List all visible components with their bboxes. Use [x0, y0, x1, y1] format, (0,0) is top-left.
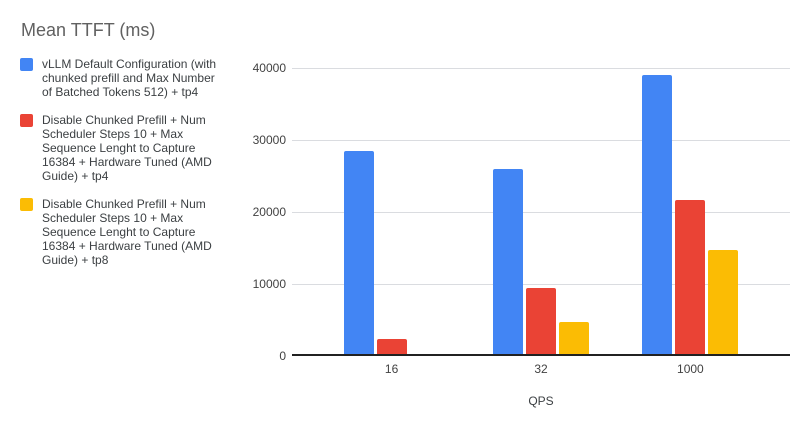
legend: vLLM Default Configuration (with chunked…	[20, 57, 235, 281]
bar-qps16-series2	[376, 339, 407, 356]
gridline	[292, 283, 790, 285]
bar-qps1000-series1	[642, 75, 673, 356]
y-tick-label: 0	[279, 349, 286, 363]
legend-label: Disable Chunked Prefill + Num Scheduler …	[42, 197, 212, 267]
bar-qps32-series3	[559, 322, 589, 356]
x-tick-label: 1000	[677, 362, 704, 376]
bar-qps16-series1	[343, 150, 374, 356]
bar-qps1000-series2	[675, 200, 706, 356]
y-tick-label: 20000	[252, 205, 286, 219]
legend-swatch-icon	[20, 58, 33, 71]
legend-swatch-icon	[20, 114, 33, 127]
bar-qps1000-series3	[708, 250, 739, 356]
chart-title: Mean TTFT (ms)	[21, 20, 156, 40]
y-axis-labels: 0 10000 20000 30000 40000	[230, 61, 286, 363]
legend-item-2: Disable Chunked Prefill + Num Scheduler …	[20, 113, 235, 183]
y-tick-label: 40000	[252, 61, 286, 75]
y-tick-label: 10000	[252, 277, 286, 291]
x-axis-title: QPS	[528, 394, 554, 408]
gridline	[292, 139, 790, 141]
y-tick-label: 30000	[252, 133, 286, 147]
legend-item-1: vLLM Default Configuration (with chunked…	[20, 57, 235, 99]
bar-qps32-series2	[526, 288, 556, 356]
legend-label: vLLM Default Configuration (with chunked…	[42, 57, 217, 99]
legend-swatch-icon	[20, 198, 33, 211]
x-tick-label: 32	[534, 362, 548, 376]
x-axis-baseline	[292, 354, 790, 356]
legend-item-3: Disable Chunked Prefill + Num Scheduler …	[20, 197, 235, 267]
x-tick-label: 16	[384, 362, 399, 376]
plot-area	[292, 67, 790, 356]
bar-qps32-series1	[493, 168, 523, 356]
gridline	[292, 211, 790, 213]
legend-label: Disable Chunked Prefill + Num Scheduler …	[42, 113, 212, 183]
gridline	[292, 67, 790, 69]
x-axis-labels: 16 32 1000	[292, 362, 790, 378]
